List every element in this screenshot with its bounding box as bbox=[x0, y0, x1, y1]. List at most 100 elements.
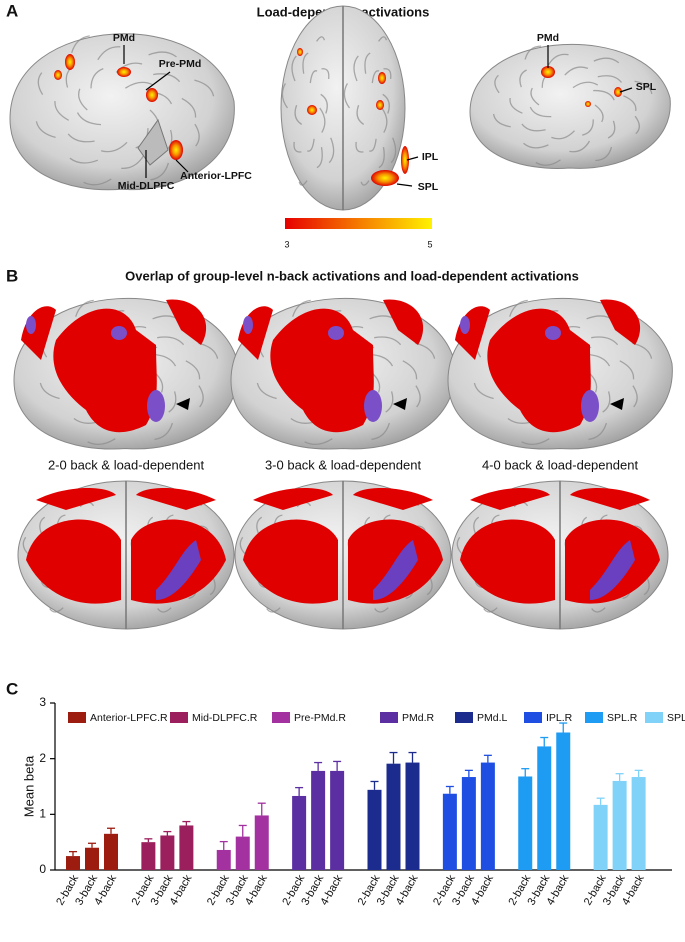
activation bbox=[614, 87, 622, 97]
overlap-purple bbox=[460, 316, 470, 334]
bar bbox=[104, 833, 118, 870]
caption: 2-0 back & load-dependent bbox=[48, 457, 205, 472]
bar bbox=[179, 825, 194, 870]
legend-label: PMd.L bbox=[477, 712, 508, 724]
bar bbox=[141, 842, 156, 870]
activation bbox=[307, 105, 317, 115]
legend-swatch bbox=[455, 712, 473, 723]
brain bbox=[469, 43, 671, 169]
arrow bbox=[406, 156, 419, 161]
overlap-red bbox=[36, 488, 116, 510]
y-tick-label: 3 bbox=[39, 695, 46, 709]
arrow bbox=[619, 87, 633, 93]
legend-swatch bbox=[272, 712, 290, 723]
arrowhead bbox=[393, 398, 407, 410]
overlap-red bbox=[253, 488, 333, 510]
overlap-red bbox=[383, 299, 424, 345]
activation bbox=[54, 70, 62, 80]
overlap-red bbox=[270, 308, 374, 433]
arrowhead bbox=[176, 398, 190, 410]
overlap-purple bbox=[590, 540, 635, 600]
brain-images-b bbox=[13, 297, 673, 630]
overlap-purple bbox=[26, 316, 36, 334]
panel-label: B bbox=[6, 266, 18, 285]
caption: 3-0 back & load-dependent bbox=[265, 457, 422, 472]
bar bbox=[66, 856, 80, 870]
region-label: SPL bbox=[636, 81, 657, 93]
sulci bbox=[281, 36, 335, 186]
legend-swatch bbox=[170, 712, 188, 723]
bar bbox=[442, 793, 457, 870]
overlap-purple bbox=[373, 540, 418, 600]
bar bbox=[254, 815, 269, 870]
bar bbox=[556, 732, 571, 870]
colorbar-tick-label: 3 bbox=[284, 239, 289, 249]
activation bbox=[376, 100, 384, 110]
legend-swatch bbox=[68, 712, 86, 723]
region-label: PMd bbox=[537, 32, 559, 44]
bar bbox=[235, 836, 250, 870]
sulci bbox=[343, 36, 397, 186]
legend-swatch bbox=[380, 712, 398, 723]
bar bbox=[537, 746, 552, 870]
caption: 4-0 back & load-dependent bbox=[482, 457, 639, 472]
activation bbox=[146, 88, 158, 102]
panel-label: A bbox=[6, 1, 18, 20]
overlap-purple bbox=[243, 316, 253, 334]
overlap-red bbox=[600, 299, 641, 345]
arrow bbox=[396, 183, 413, 187]
region-label: Pre-PMd bbox=[159, 58, 202, 70]
y-tick-label: 0 bbox=[39, 862, 46, 876]
overlap-red bbox=[26, 519, 121, 604]
bar bbox=[461, 777, 476, 870]
overlap-purple bbox=[147, 390, 165, 422]
legend-swatch bbox=[585, 712, 603, 723]
legend-label: IPL.R bbox=[546, 712, 573, 724]
legend-swatch bbox=[524, 712, 542, 723]
colorbar bbox=[285, 218, 432, 229]
arrow bbox=[145, 71, 171, 91]
activation bbox=[117, 67, 131, 77]
overlap-red bbox=[487, 308, 591, 433]
bar bbox=[311, 770, 326, 870]
bar bbox=[160, 835, 175, 870]
overlap-purple bbox=[545, 326, 561, 340]
overlap-red bbox=[166, 299, 207, 345]
bar bbox=[367, 789, 382, 870]
overlap-red bbox=[353, 488, 433, 510]
y-tick-label: 2 bbox=[39, 751, 46, 765]
overlap-red bbox=[53, 308, 157, 433]
sulci bbox=[492, 45, 653, 166]
activation bbox=[541, 66, 555, 78]
region-label: IPL bbox=[422, 151, 439, 163]
bar bbox=[612, 780, 627, 870]
activation bbox=[169, 140, 183, 160]
activation bbox=[401, 146, 409, 174]
bar bbox=[593, 804, 608, 870]
bar bbox=[518, 776, 533, 870]
overlap-red bbox=[470, 488, 550, 510]
region-label: PMd bbox=[113, 32, 135, 44]
overlap-purple bbox=[111, 326, 127, 340]
bar bbox=[216, 849, 231, 870]
bar bbox=[480, 762, 495, 870]
legend-label: SPL.R bbox=[607, 712, 638, 724]
arrow bbox=[175, 159, 189, 173]
bar bbox=[386, 763, 401, 870]
activation bbox=[378, 72, 386, 84]
activation bbox=[65, 54, 75, 70]
legend-label: SPL.L bbox=[667, 712, 685, 724]
overlap-red bbox=[136, 488, 216, 510]
bar bbox=[292, 795, 307, 870]
region-label: Mid-DLPFC bbox=[118, 180, 175, 192]
overlap-red bbox=[460, 519, 555, 604]
legend-label: Pre-PMd.R bbox=[294, 712, 346, 724]
legend-swatch bbox=[645, 712, 663, 723]
region-label: Anterior-LPFC bbox=[180, 170, 252, 182]
panel-title: Overlap of group-level n-back activation… bbox=[125, 268, 579, 283]
bar bbox=[330, 770, 345, 870]
activation bbox=[585, 101, 591, 107]
brain-images-a bbox=[9, 5, 671, 211]
